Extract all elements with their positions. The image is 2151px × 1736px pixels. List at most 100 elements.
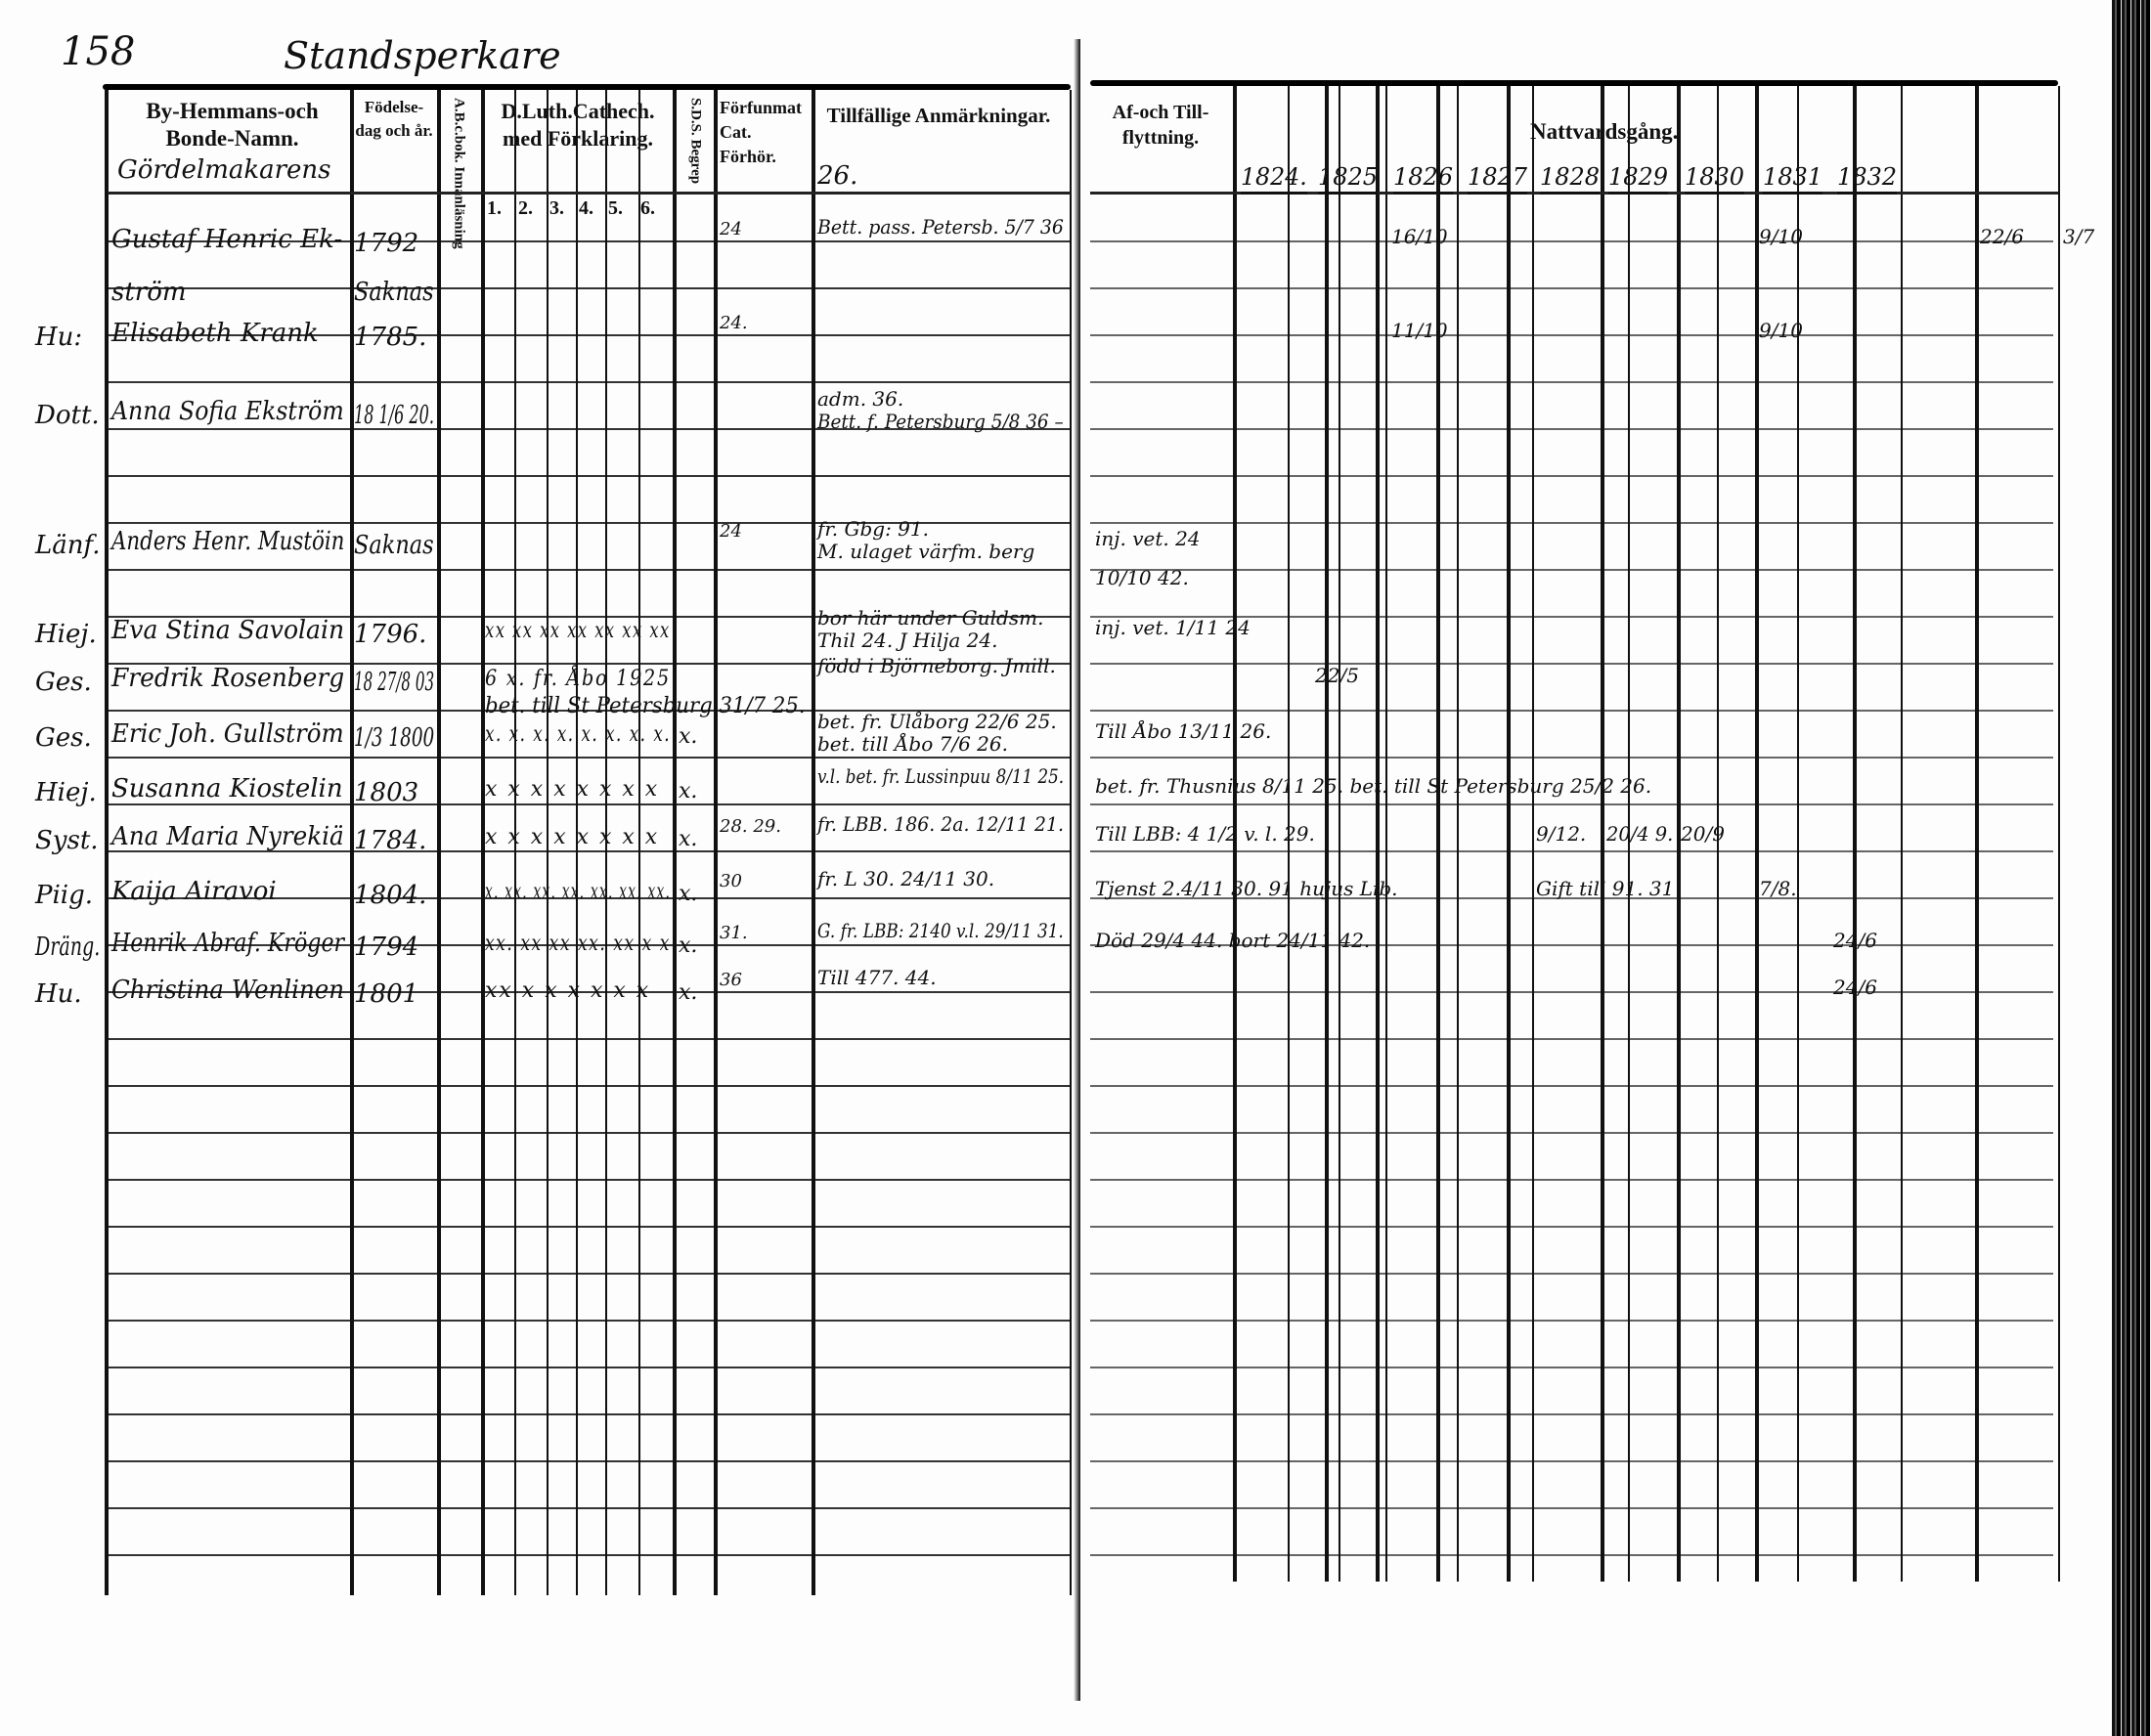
catechism-marks: x x x x x x x x <box>485 825 660 849</box>
top-rule <box>1090 80 2058 86</box>
column-rule <box>1532 86 1534 1582</box>
catechism-marks: xx xx xx xx xx xx xx <box>485 619 671 643</box>
column-rule <box>638 90 640 1595</box>
row-marker: Syst. <box>35 826 99 855</box>
header-sds: S.D.S. Begrep <box>687 98 704 185</box>
communion-entry: 9/10 <box>1759 225 1803 248</box>
forhor-year: 24 <box>720 219 742 239</box>
column-rule <box>2058 86 2060 1582</box>
row-marker: Dräng. <box>35 933 101 962</box>
year-header: 1828 <box>1540 163 1601 195</box>
forhor-year: 24 <box>720 521 742 542</box>
communion-entry: Tjenst 2.4/11 30. 91 hujus Lib. <box>1095 877 1398 900</box>
row-marker: Hu. <box>35 979 82 1009</box>
person-name: Christina Wenlinen <box>111 976 345 1005</box>
remark: Till 477. 44. <box>817 966 937 989</box>
column-rule <box>514 90 516 1595</box>
sds-mark: x. <box>679 779 698 803</box>
birth-date: 1796. <box>354 620 427 649</box>
remark: fr. LBB. 186. 2a. 12/11 21. <box>817 812 1064 836</box>
birth-date: 1792 <box>354 229 419 258</box>
remark: adm. 36. <box>817 387 904 411</box>
column-rule <box>673 90 677 1595</box>
column-rule <box>1755 86 1759 1582</box>
year-header: 1829 <box>1608 163 1669 195</box>
section-label: Gördelmakarens <box>117 155 331 185</box>
column-rule <box>1376 86 1380 1582</box>
person-name: Susanna Kiostelin <box>111 774 343 803</box>
catechism-marks: x x x x x x x x <box>485 777 660 802</box>
birth-date: 1803 <box>354 778 419 807</box>
communion-entry: 3/7 <box>2063 225 2095 248</box>
column-rule <box>1797 86 1799 1582</box>
communion-entry: 24/6 <box>1833 929 1877 952</box>
person-name: Eva Stina Savolain <box>111 616 345 645</box>
remark-cont: bet. till Åbo 7/6 26. <box>817 732 1008 756</box>
row-marker: Hiej. <box>35 620 97 649</box>
person-name: Fredrik Rosenberg <box>111 664 345 693</box>
communion-entry: 9/10 <box>1759 319 1803 342</box>
catechism-marks: x. xx. xx. xx. xx. xx. xx. <box>485 880 672 904</box>
communion-entry: bet. fr. Thusnius 8/11 25. bet. till St … <box>1095 774 1652 798</box>
column-rule <box>547 90 549 1595</box>
column-rule <box>1901 86 1903 1582</box>
row-marker: Hu: <box>35 323 83 352</box>
remark: fr. L 30. 24/11 30. <box>817 867 995 890</box>
sds-mark: x. <box>679 933 698 958</box>
remark-cont: Bett. f. Petersburg 5/8 36 – <box>817 410 1064 433</box>
remark-cont: Thil 24. J Hilja 24. <box>817 629 998 652</box>
sds-mark: x. <box>679 980 698 1005</box>
column-rule <box>105 90 109 1595</box>
column-rule <box>812 90 815 1595</box>
catechism-marks: xx x x x x x x <box>485 978 651 1003</box>
remark: G. fr. LBB: 2140 v.l. 29/11 31. <box>817 919 1064 942</box>
row-marker: Länf. <box>35 531 101 560</box>
header-abc: A.B.c.bok. Innanläsning <box>451 98 467 249</box>
year-header: 1825 <box>1318 163 1379 195</box>
communion-entry: 7/8. <box>1759 877 1797 900</box>
birth-date: 1785. <box>354 323 427 352</box>
page-heading: Standsperkare <box>284 34 561 77</box>
header-birth: Födelse-dag och år. <box>355 98 433 140</box>
person-name: Ana Maria Nyrekiä <box>111 822 344 851</box>
row-marker: Ges. <box>35 668 92 697</box>
communion-entry: inj. vet. 1/11 24 <box>1095 616 1251 639</box>
remark-cont: M. ulaget värfm. berg <box>817 540 1035 563</box>
remark: Bett. pass. Petersb. 5/7 36 <box>817 215 1064 239</box>
communion-entry: 24/6 <box>1833 976 1877 999</box>
remark: född i Björneborg. Jmill. <box>817 654 1056 677</box>
sds-mark: x. <box>679 827 698 851</box>
column-rule <box>1233 86 1237 1582</box>
remarks-top: 26. <box>817 161 858 191</box>
top-rule <box>103 84 1071 90</box>
column-rule <box>1717 86 1719 1582</box>
person-name: Kaija Airavoi <box>111 877 277 906</box>
remark: v.l. bet. fr. Lussinpuu 8/11 25. <box>817 764 1065 788</box>
forhor-year: 28. 29. <box>720 816 781 837</box>
column-rule <box>576 90 578 1595</box>
column-rule <box>714 90 718 1595</box>
header-name: By-Hemmans-och Bonde-Namn. <box>146 99 319 151</box>
column-rule <box>1070 90 1072 1595</box>
communion-entry: 22/5 <box>1315 664 1359 687</box>
communion-entry: Till Åbo 13/11 26. <box>1095 719 1272 743</box>
catechism-marks-cont: bet. till St Petersburg 31/7 25. <box>485 694 806 718</box>
left-page: 158 Standsperkare By-Hemmans-och Bonde-N… <box>35 29 1072 1595</box>
birth-date: 1784. <box>354 826 427 855</box>
communion-entry: 9/12. <box>1536 822 1587 846</box>
year-header: 1831 <box>1763 163 1823 195</box>
header-rule <box>108 192 1071 195</box>
column-rule <box>1436 86 1440 1582</box>
right-page: Af-och Till-flyttning. Nattvardsgång. 18… <box>1080 0 2151 1736</box>
column-rule <box>1325 86 1329 1582</box>
communion-entry: 22/6 <box>1980 225 2024 248</box>
person-name: Henrik Abraf. Kröger <box>111 929 345 958</box>
row-marker: Dott. <box>35 401 100 430</box>
birth-date: 1801 <box>354 979 419 1009</box>
catechism-marks: xx. xx xx xx. xx x x <box>485 932 671 956</box>
communion-entry: 20/4 9. <box>1606 822 1674 846</box>
header-remarks: Tillfällige Anmärkningar. <box>826 104 1051 127</box>
header-moving: Af-och Till-flyttning. <box>1112 102 1209 149</box>
column-rule <box>1601 86 1604 1582</box>
year-header: 1832 <box>1837 163 1898 195</box>
